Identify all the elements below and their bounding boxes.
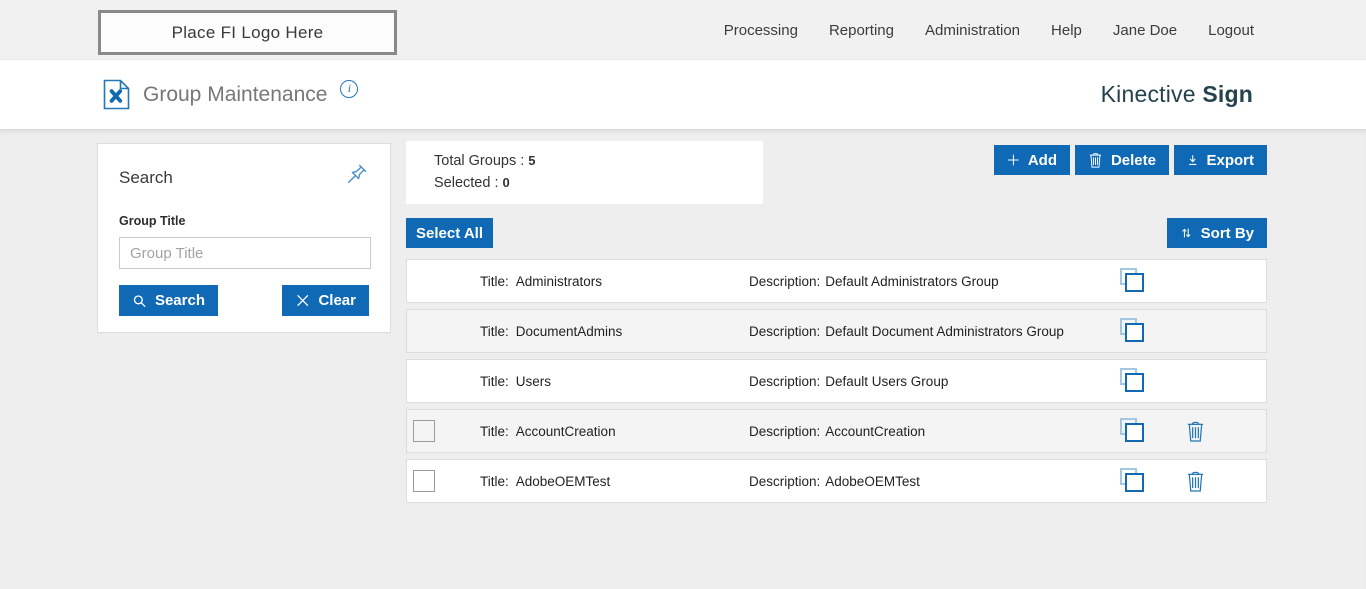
page-header: Group Maintenance i Kinective Sign [0,60,1366,129]
row-checkbox[interactable] [413,470,435,492]
copy-icon[interactable] [1119,268,1145,294]
group-title-value: Users [515,373,552,389]
nav-item-processing[interactable]: Processing [723,21,798,39]
group-row: Title: AccountCreation Description: Acco… [406,409,1267,453]
select-all-button[interactable]: Select All [406,218,493,248]
row-checkbox[interactable] [413,420,435,442]
add-button-label: Add [1027,151,1057,169]
selected-line: Selected : 0 [434,175,510,191]
trash-icon [1089,153,1102,168]
description-label: Description: [749,273,821,289]
export-button[interactable]: Export [1174,145,1267,175]
group-row: Title: Administrators Description: Defau… [406,259,1267,303]
plus-icon [1008,154,1019,166]
group-description-value: AdobeOEMTest [825,473,920,489]
summary-box: Total Groups : 5 Selected : 0 [406,141,763,204]
action-buttons: Add Delete Export [994,145,1267,175]
title-label: Title: [480,273,509,289]
group-title-value: AccountCreation [515,423,616,439]
group-row: Title: AdobeOEMTest Description: AdobeOE… [406,459,1267,503]
group-list: Title: Administrators Description: Defau… [406,259,1267,503]
brand-regular: Kinective [1100,81,1196,107]
copy-icon[interactable] [1119,418,1145,444]
search-button-label: Search [154,292,205,309]
description-label: Description: [749,323,821,339]
delete-button[interactable]: Delete [1075,145,1169,175]
search-panel-title: Search [119,168,173,187]
nav-item-administration[interactable]: Administration [924,21,1021,39]
group-title-value: DocumentAdmins [515,323,623,339]
nav-item-help[interactable]: Help [1051,21,1082,39]
export-icon [1189,155,1197,166]
group-row: Title: DocumentAdmins Description: Defau… [406,309,1267,353]
group-title-value: AdobeOEMTest [515,473,611,489]
title-label: Title: [480,323,509,339]
sort-arrows-icon [1182,228,1191,238]
export-button-label: Export [1206,151,1254,169]
sort-by-label: Sort By [1200,224,1254,242]
row-trash-icon[interactable] [1186,469,1205,493]
clear-button-label: Clear [318,292,356,309]
select-all-label: Select All [416,224,483,242]
group-maintenance-page-icon [103,79,130,110]
group-row: Title: Users Description: Default Users … [406,359,1267,403]
fi-logo-placeholder: Place FI Logo Here [98,10,397,55]
copy-icon[interactable] [1119,368,1145,394]
add-button[interactable]: Add [994,145,1070,175]
top-nav: Processing Reporting Administration Help… [724,0,1254,60]
title-label: Title: [480,473,509,489]
group-title-value: Administrators [515,273,603,289]
group-description-value: Default Document Administrators Group [825,323,1064,339]
group-description-value: Default Users Group [825,373,949,389]
search-panel: Search Group Title Search [97,143,391,333]
brand-bold: Sign [1202,81,1253,107]
row-trash-icon[interactable] [1186,419,1205,443]
sort-by-button[interactable]: Sort By [1167,218,1267,248]
group-title-label: Group Title [119,214,186,228]
description-label: Description: [749,423,821,439]
groups-main: Total Groups : 5 Selected : 0 Add [406,141,1267,503]
search-button[interactable]: Search [119,285,218,316]
list-toolbar: Select All Sort By [406,218,1267,248]
copy-icon[interactable] [1119,318,1145,344]
title-label: Title: [480,373,509,389]
group-description-value: Default Administrators Group [825,273,999,289]
content-area: Search Group Title Search [0,129,1366,589]
nav-item-user[interactable]: Jane Doe [1112,21,1178,39]
total-groups-line: Total Groups : 5 [434,153,536,169]
info-icon[interactable]: i [340,79,359,98]
group-description-value: AccountCreation [825,423,926,439]
top-bar: Place FI Logo Here Processing Reporting … [0,0,1366,60]
description-label: Description: [749,473,821,489]
delete-button-label: Delete [1110,151,1156,169]
search-icon [133,294,146,307]
nav-item-reporting[interactable]: Reporting [828,21,894,39]
pin-icon[interactable] [345,162,369,186]
brand-logo: Kinective Sign [1101,81,1253,108]
clear-button[interactable]: Clear [282,285,369,316]
total-groups-value: 5 [528,153,536,168]
clear-x-icon [297,294,309,307]
copy-icon[interactable] [1119,468,1145,494]
title-label: Title: [480,423,509,439]
nav-item-logout[interactable]: Logout [1208,21,1254,39]
page-title: Group Maintenance [143,82,328,106]
description-label: Description: [749,373,821,389]
group-title-input[interactable] [119,237,371,269]
selected-value: 0 [502,175,510,190]
